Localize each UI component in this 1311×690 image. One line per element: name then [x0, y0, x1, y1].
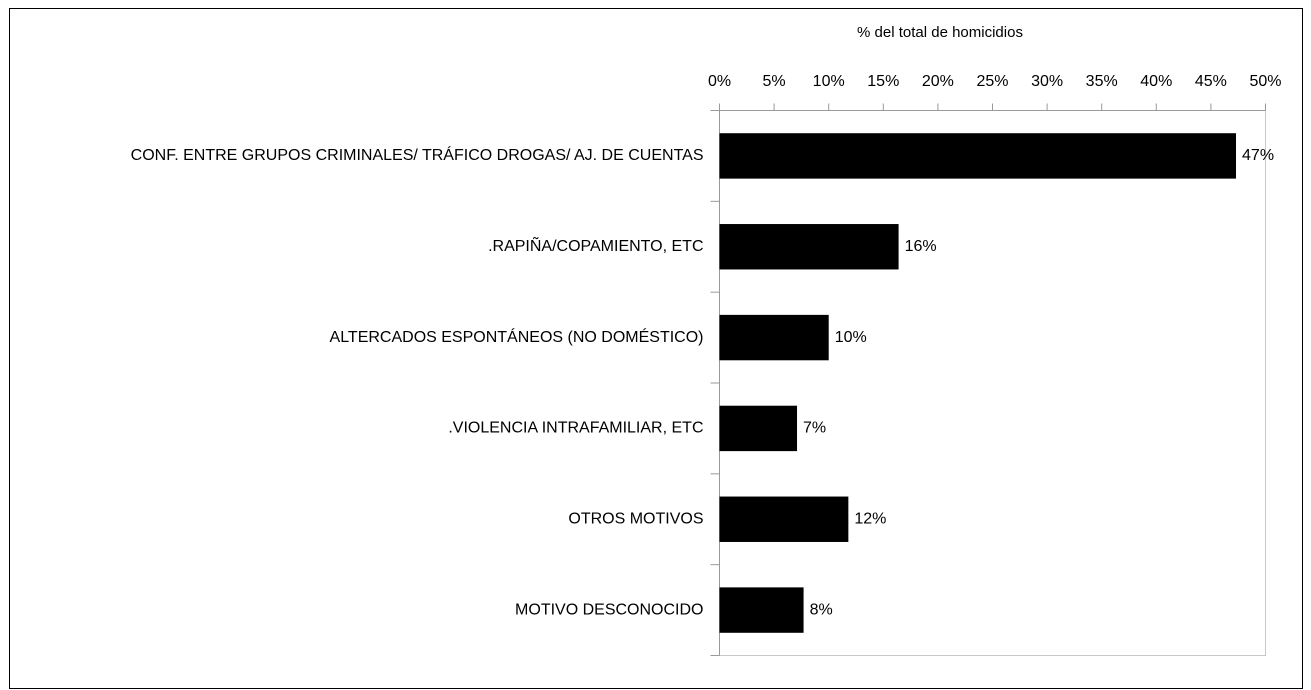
x-tick-label: 20% — [922, 73, 954, 90]
axis-title: % del total de homicidios — [857, 24, 1023, 41]
x-tick-label: 25% — [976, 73, 1008, 90]
bar — [719, 133, 1237, 179]
data-label: 10% — [835, 329, 867, 346]
bar — [719, 314, 829, 361]
data-label: 7% — [803, 420, 826, 437]
x-tick-label: 45% — [1195, 73, 1227, 90]
x-tick-label: 35% — [1086, 73, 1118, 90]
x-tick-label: 10% — [813, 73, 845, 90]
bar — [719, 587, 804, 633]
y-tick-label: MOTIVO DESCONOCIDO — [515, 601, 703, 618]
data-label: 47% — [1242, 147, 1274, 164]
plot-area — [719, 110, 1266, 656]
bar — [719, 496, 849, 542]
x-tick-label: 50% — [1249, 73, 1281, 90]
y-tick-label: .RAPIÑA/COPAMIENTO, ETC — [488, 235, 703, 255]
y-tick-label: ALTERCADOS ESPONTÁNEOS (NO DOMÉSTICO) — [330, 327, 704, 346]
y-tick-label: CONF. ENTRE GRUPOS CRIMINALES/ TRÁFICO D… — [131, 145, 704, 164]
chart-border — [9, 8, 1303, 689]
x-tick-label: 15% — [867, 73, 899, 90]
data-label: 12% — [854, 510, 886, 527]
x-tick-label: 0% — [708, 73, 731, 90]
x-tick-label: 40% — [1140, 73, 1172, 90]
x-tick-label: 5% — [763, 73, 786, 90]
bar — [719, 224, 899, 270]
x-tick-label: 30% — [1031, 73, 1063, 90]
y-tick-label: OTROS MOTIVOS — [568, 510, 703, 527]
bar — [719, 405, 798, 452]
y-tick-label: .VIOLENCIA INTRAFAMILIAR, ETC — [448, 420, 703, 437]
data-label: 16% — [905, 238, 937, 255]
data-label: 8% — [810, 601, 833, 618]
